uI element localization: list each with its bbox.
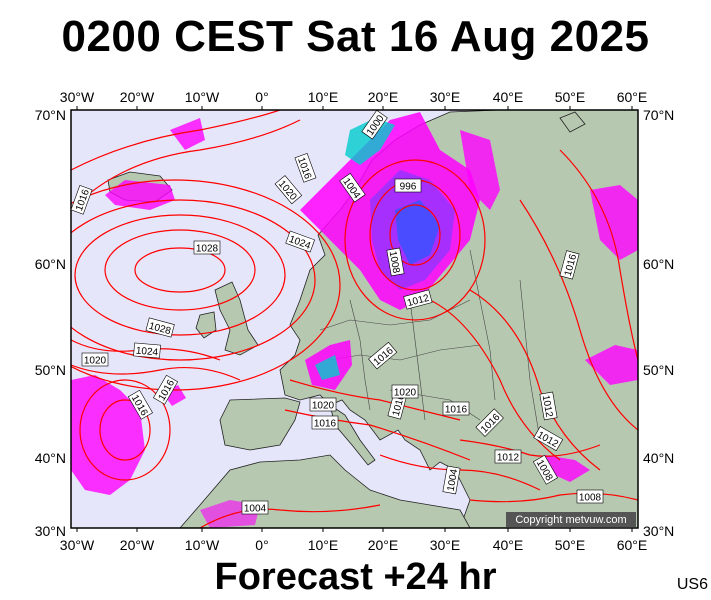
- lat-tick-right: 30°N: [643, 523, 674, 539]
- lon-tick-bottom: 50°E: [555, 537, 586, 553]
- lon-tick-bottom: 40°E: [493, 537, 524, 553]
- svg-text:1012: 1012: [497, 453, 520, 464]
- lat-tick-right: 50°N: [643, 362, 674, 378]
- isobar-label: 1008: [386, 247, 405, 277]
- landmass-arctic-island: [559, 111, 586, 133]
- lon-tick-top: 50°E: [555, 89, 586, 105]
- model-code: US6: [676, 576, 708, 593]
- lon-tick-top: 10°E: [308, 89, 339, 105]
- lat-tick-right: 60°N: [643, 256, 674, 272]
- isobar-label: 1016: [311, 415, 339, 430]
- isobar-label: 1020: [391, 384, 419, 399]
- isobar-label: 1012: [539, 391, 558, 421]
- svg-text:1016: 1016: [445, 405, 468, 416]
- lon-tick-top: 10°W: [185, 89, 220, 105]
- svg-text:1024: 1024: [135, 346, 159, 359]
- latitude-ticks-left: 70°N 60°N 50°N 40°N 30°N: [35, 107, 66, 539]
- svg-text:1004: 1004: [446, 468, 461, 492]
- isobar-label: 1028: [145, 317, 175, 338]
- lon-tick-top: 30°W: [60, 89, 95, 105]
- isobar-label: 996: [394, 178, 422, 193]
- svg-text:1004: 1004: [244, 504, 267, 515]
- lon-tick-bottom: 10°E: [308, 537, 339, 553]
- svg-text:1008: 1008: [387, 250, 402, 274]
- landmass-iberia: [219, 397, 301, 451]
- isobar-label: 1016: [70, 185, 93, 215]
- lon-tick-top: 0°: [255, 89, 268, 105]
- svg-text:1028: 1028: [196, 244, 219, 255]
- copyright-text: Copyright metvuw.com: [515, 514, 626, 526]
- longitude-ticks-top: 30°W 20°W 10°W 0° 10°E 20°E 30°E 40°E 50°E 60°E: [60, 89, 647, 110]
- svg-text:996: 996: [400, 182, 417, 193]
- latitude-ticks-right: 70°N 60°N 50°N 40°N 30°N: [643, 107, 674, 539]
- lon-tick-top: 60°E: [617, 89, 648, 105]
- lon-tick-bottom: 60°E: [617, 537, 648, 553]
- lat-tick-left: 50°N: [35, 362, 66, 378]
- isobar-label: 1012: [494, 449, 522, 464]
- svg-text:1008: 1008: [579, 493, 602, 504]
- landmass-great-britain: [214, 281, 259, 356]
- isobar-label: 1024: [133, 342, 161, 359]
- svg-text:1020: 1020: [394, 388, 417, 399]
- lat-tick-left: 60°N: [35, 256, 66, 272]
- isobars: [71, 110, 638, 528]
- lat-tick-right: 70°N: [643, 107, 674, 123]
- svg-text:1020: 1020: [84, 356, 107, 367]
- svg-text:1020: 1020: [312, 401, 335, 412]
- forecast-label: Forecast +24 hr: [214, 556, 497, 598]
- lat-tick-left: 70°N: [35, 107, 66, 123]
- landmass-ireland: [195, 311, 217, 339]
- lon-tick-top: 20°E: [368, 89, 399, 105]
- isobar-label: 1016: [442, 401, 470, 416]
- lon-tick-top: 20°W: [120, 89, 155, 105]
- isobar-label: 1020: [81, 352, 109, 367]
- map-title: 0200 CEST Sat 16 Aug 2025: [61, 12, 650, 61]
- lon-tick-bottom: 0°: [255, 537, 268, 553]
- lon-tick-bottom: 20°E: [368, 537, 399, 553]
- lon-tick-bottom: 30°E: [430, 537, 461, 553]
- lon-tick-bottom: 30°W: [60, 537, 95, 553]
- svg-text:1016: 1016: [314, 419, 337, 430]
- lon-tick-bottom: 10°W: [185, 537, 220, 553]
- isobar-label: 1020: [309, 397, 337, 412]
- lon-tick-bottom: 20°W: [120, 537, 155, 553]
- isobar-label: 1008: [576, 489, 604, 504]
- lat-tick-right: 40°N: [643, 450, 674, 466]
- longitude-ticks-bottom: 30°W 20°W 10°W 0° 10°E 20°E 30°E 40°E 50°E 60°E: [60, 528, 647, 553]
- lon-tick-top: 40°E: [493, 89, 524, 105]
- copyright-box: [506, 512, 636, 527]
- lat-tick-left: 30°N: [35, 523, 66, 539]
- lat-tick-left: 40°N: [35, 450, 66, 466]
- isobar-label: 1004: [442, 465, 461, 495]
- svg-text:1012: 1012: [540, 394, 555, 418]
- isobar-label: 1004: [241, 500, 269, 515]
- map-frame: [70, 109, 639, 529]
- lon-tick-top: 30°E: [430, 89, 461, 105]
- isobar-label: 1028: [193, 240, 221, 255]
